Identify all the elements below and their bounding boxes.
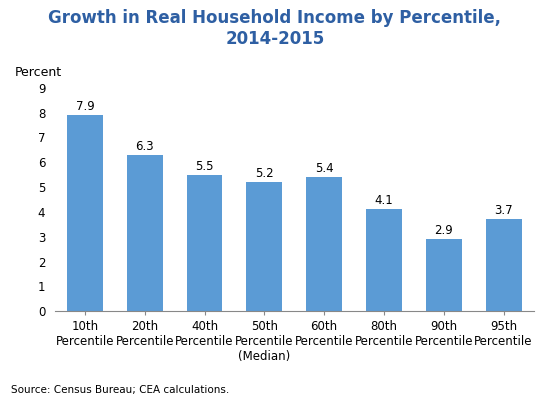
Bar [246,182,282,311]
Text: 4.1: 4.1 [375,194,393,207]
Bar [306,177,342,311]
Text: 3.7: 3.7 [494,204,513,217]
Text: Growth in Real Household Income by Percentile,
2014-2015: Growth in Real Household Income by Perce… [48,9,502,48]
Text: 7.9: 7.9 [75,100,94,113]
Text: 5.5: 5.5 [195,160,214,173]
Bar [366,209,402,311]
Text: Source: Census Bureau; CEA calculations.: Source: Census Bureau; CEA calculations. [11,385,229,395]
Text: 6.3: 6.3 [135,140,154,153]
Text: 5.2: 5.2 [255,167,274,180]
Bar [486,219,521,311]
Bar [126,155,163,311]
Text: 5.4: 5.4 [315,162,333,175]
Bar [426,239,462,311]
Bar [186,175,222,311]
Bar [67,115,103,311]
Text: Percent: Percent [14,66,62,79]
Text: 2.9: 2.9 [434,224,453,237]
